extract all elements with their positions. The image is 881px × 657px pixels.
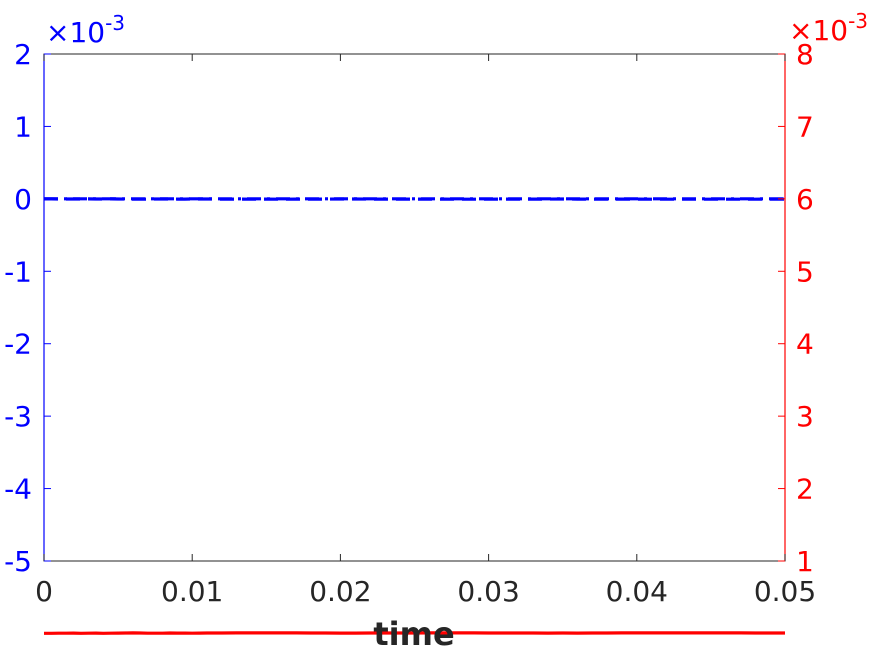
left-y-tick-label: 1	[14, 110, 32, 143]
left-y-tick-label: -1	[4, 255, 32, 288]
series-layer	[44, 197, 785, 635]
left-y-tick-label: 2	[14, 38, 32, 71]
x-axis-label: time	[373, 615, 454, 653]
ticks-layer: 0 0.01 0.02 0.03 0.04 0.05 2 1 0 -1 -2 -3 -4 -5 8 7 6 5 4 3…	[4, 38, 816, 608]
left-axis-exponent: ×10-3	[46, 11, 125, 49]
left-y-tick-label: -2	[4, 328, 32, 361]
x-tick-label: 0.04	[606, 575, 668, 608]
x-tick-label: 0.05	[754, 575, 816, 608]
x-tick-label: 0.02	[309, 575, 371, 608]
right-axis-exponent-power: -3	[848, 9, 868, 33]
left-axis-exponent-power: -3	[105, 11, 125, 35]
right-y-tick-label: 4	[796, 328, 814, 361]
left-y-tick-label: 0	[14, 183, 32, 216]
right-axis-exponent-base: ×10	[789, 14, 848, 47]
right-y-tick-label: 3	[796, 400, 814, 433]
right-y-tick-label: 7	[796, 110, 814, 143]
left-axis-exponent-base: ×10	[46, 16, 105, 49]
right-y-tick-label: 2	[796, 473, 814, 506]
right-axis-exponent: ×10-3	[789, 9, 868, 47]
right-y-tick-label: 6	[796, 183, 814, 216]
left-y-tick-label: -4	[4, 473, 32, 506]
right-y-tick-label: 1	[796, 545, 814, 578]
x-tick-label: 0	[35, 575, 53, 608]
x-tick-label: 0.03	[457, 575, 519, 608]
x-tick-label: 0.01	[161, 575, 223, 608]
left-y-tick-label: -3	[4, 400, 32, 433]
right-y-tick-label: 5	[796, 255, 814, 288]
right-y-tick-label: 8	[796, 38, 814, 71]
left-y-tick-label: -5	[4, 545, 32, 578]
